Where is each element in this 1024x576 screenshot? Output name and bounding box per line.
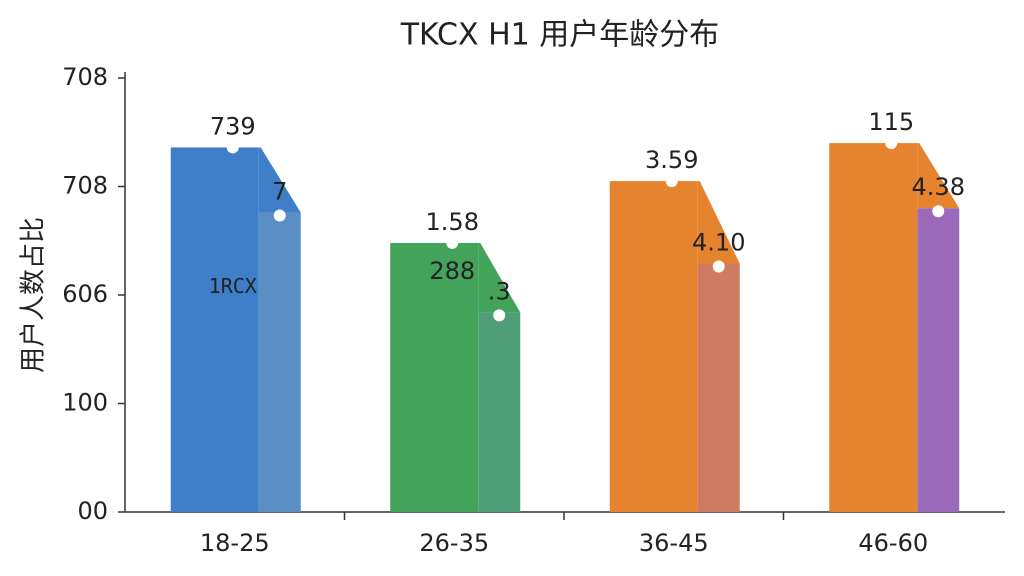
bar-connector <box>917 143 960 209</box>
primary-point <box>885 137 898 150</box>
y-tick-label: 708 <box>62 63 108 91</box>
bar-inner-label: 288 <box>429 257 475 285</box>
primary-point <box>446 236 459 249</box>
y-tick-label: 00 <box>77 497 108 525</box>
primary-label: 3.59 <box>645 146 698 174</box>
secondary-label: .3 <box>488 277 511 305</box>
bar-connector <box>697 181 740 264</box>
y-axis-label: 用户人数占比 <box>19 217 49 373</box>
chart-title: TKCX H1 用户年龄分布 <box>400 18 720 53</box>
secondary-point <box>712 260 725 273</box>
x-tick-label: 46-60 <box>858 529 928 557</box>
secondary-label: 4.38 <box>912 173 965 201</box>
secondary-label: 4.10 <box>692 229 745 257</box>
x-tick-label: 26-35 <box>419 529 489 557</box>
secondary-point <box>493 309 506 322</box>
primary-point <box>226 141 239 154</box>
secondary-point <box>932 205 945 218</box>
secondary-point <box>273 209 286 222</box>
y-tick-label: 606 <box>62 280 108 308</box>
primary-label: 1.58 <box>426 208 479 236</box>
bar-connector <box>478 242 521 313</box>
primary-bar <box>170 147 259 512</box>
secondary-label: 7 <box>272 178 287 206</box>
primary-bar <box>829 143 918 512</box>
bar-inner-label: 1RCX <box>209 274 257 298</box>
primary-bar <box>390 242 479 513</box>
bar-connector <box>258 147 301 213</box>
x-tick-label: 18-25 <box>200 529 270 557</box>
primary-label: 739 <box>210 112 256 140</box>
secondary-bar <box>697 263 740 512</box>
primary-point <box>665 175 678 188</box>
primary-label: 115 <box>868 108 914 136</box>
primary-bar <box>609 181 698 512</box>
y-tick-label: 708 <box>62 172 108 200</box>
secondary-bar <box>478 312 521 512</box>
secondary-bar <box>917 208 960 512</box>
x-tick-label: 36-45 <box>639 529 709 557</box>
y-tick-label: 100 <box>62 389 108 417</box>
secondary-bar <box>258 212 301 513</box>
